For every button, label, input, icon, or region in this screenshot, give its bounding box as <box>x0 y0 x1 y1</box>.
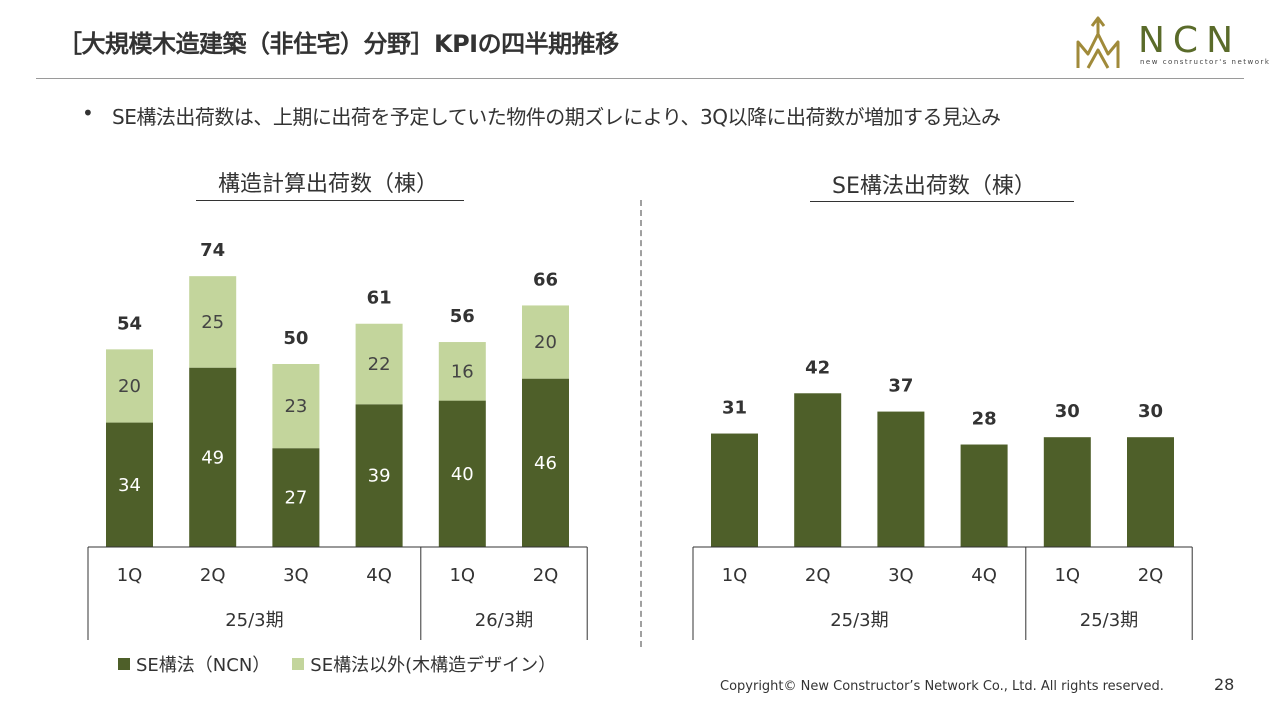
legend-label-se: SE構法（NCN） <box>136 655 271 676</box>
data-label-se: 34 <box>118 475 141 496</box>
page-title: ［大規模木造建築（非住宅）分野］KPIの四半期推移 <box>58 30 619 58</box>
data-label-se: 49 <box>201 447 224 468</box>
bar-segment-non-se <box>189 276 237 368</box>
bar-segment-se <box>106 422 153 547</box>
group-label: 25/3期 <box>1080 610 1138 631</box>
category-label: 4Q <box>366 565 392 586</box>
data-label-non-se: 20 <box>534 332 557 353</box>
category-label: 3Q <box>283 565 309 586</box>
legend-swatch-se <box>118 658 130 670</box>
data-label: 31 <box>722 398 747 419</box>
bar-segment-non-se <box>355 323 403 405</box>
bar-segment-se <box>522 378 569 547</box>
data-label-total: 61 <box>367 288 392 309</box>
legend-item-non-se: SE構法以外(木構造デザイン） <box>292 651 556 677</box>
data-label-non-se: 20 <box>118 376 141 397</box>
bullet-text: SE構法出荷数は、上期に出荷を予定していた物件の期ズレにより、3Q以降に出荷数が… <box>112 105 1001 129</box>
logo-tagline: new constructor's network <box>1140 58 1271 66</box>
data-label-total: 56 <box>450 306 475 327</box>
bar <box>960 444 1008 547</box>
ncn-logo-icon <box>1076 16 1120 69</box>
category-label: 3Q <box>888 565 914 586</box>
data-label-non-se: 23 <box>284 396 307 417</box>
page-number: 28 <box>1214 675 1235 694</box>
logo-wordmark: NCN <box>1138 20 1241 61</box>
chart-divider <box>640 200 642 647</box>
chart2-bar: 31 42 37 28 30 30 1Q 2Q 3Q 4Q 1Q 2Q 25/3期 25/3期 <box>692 357 1193 640</box>
category-label: 2Q <box>533 565 559 586</box>
bar <box>877 411 925 547</box>
bullet-icon: • <box>82 101 94 125</box>
title-divider <box>36 78 1244 79</box>
data-label-non-se: 16 <box>451 361 474 382</box>
data-label-total: 50 <box>283 328 308 349</box>
bar-segment-non-se <box>522 305 569 379</box>
category-label: 4Q <box>971 565 997 586</box>
bar-segment-non-se <box>106 349 153 423</box>
group-label: 26/3期 <box>475 610 533 631</box>
chart1-stacked-bar: 34 20 54 49 25 74 27 23 50 39 22 61 40 16 56 46 20 66 1Q 2Q… <box>87 240 588 640</box>
bar-segment-se <box>189 367 237 547</box>
category-label: 2Q <box>805 565 831 586</box>
bar <box>1043 437 1091 547</box>
data-label: 30 <box>1055 401 1080 422</box>
data-label: 37 <box>888 376 913 397</box>
data-label-se: 39 <box>368 466 391 487</box>
legend: SE構法（NCN） SE構法以外(木構造デザイン） <box>118 651 578 677</box>
data-label: 30 <box>1138 401 1163 422</box>
data-label: 42 <box>805 357 830 378</box>
data-label-se: 40 <box>451 464 474 485</box>
legend-swatch-non-se <box>292 658 305 670</box>
chart1-title-underline <box>196 200 464 201</box>
data-label-total: 54 <box>117 313 142 334</box>
data-label-non-se: 25 <box>201 312 224 333</box>
bar-segment-se <box>272 448 320 547</box>
category-label: 2Q <box>200 565 226 586</box>
bar-segment-se <box>355 404 403 547</box>
bar-segment-non-se <box>272 364 320 449</box>
legend-label-non-se: SE構法以外(木構造デザイン） <box>310 655 557 676</box>
copyright-text: Copyright© New Constructor’s Network Co.… <box>720 679 1164 694</box>
chart2-title-underline <box>810 201 1074 202</box>
category-label: 2Q <box>1138 565 1164 586</box>
category-label: 1Q <box>117 565 143 586</box>
category-label: 1Q <box>722 565 748 586</box>
bar <box>711 433 758 547</box>
chart2-title: SE構法出荷数（棟） <box>832 174 1036 199</box>
group-label: 25/3期 <box>225 610 283 631</box>
legend-item-se: SE構法（NCN） <box>118 651 270 677</box>
bar <box>794 393 842 547</box>
group-label: 25/3期 <box>830 610 888 631</box>
data-label-non-se: 22 <box>368 354 391 375</box>
data-label-total: 66 <box>533 269 558 290</box>
data-label-se: 46 <box>534 453 557 474</box>
bar <box>1127 437 1174 547</box>
data-label: 28 <box>972 409 997 430</box>
category-label: 1Q <box>1054 565 1080 586</box>
bar-segment-non-se <box>438 342 486 401</box>
data-label-se: 27 <box>284 488 307 509</box>
data-label-total: 74 <box>200 240 225 261</box>
chart1-title: 構造計算出荷数（棟） <box>218 172 439 197</box>
bar-segment-se <box>438 400 486 547</box>
category-label: 1Q <box>449 565 475 586</box>
